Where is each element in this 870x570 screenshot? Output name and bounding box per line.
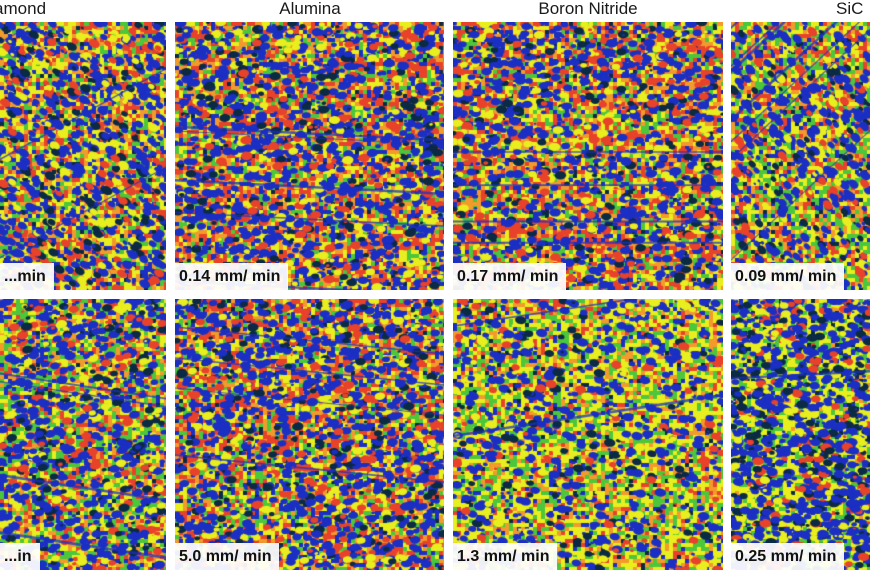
surface-map — [175, 22, 444, 290]
image-panel-diamond-bottom: ...in — [0, 299, 166, 570]
image-panel-sic-bottom: 0.25 mm/ min — [731, 299, 870, 570]
surface-map — [0, 299, 166, 570]
surface-map — [453, 299, 723, 570]
rate-label: 0.17 mm/ min — [453, 263, 567, 290]
surface-map — [0, 22, 166, 290]
rate-label: 0.09 mm/ min — [731, 263, 845, 290]
column-title-boron-nitride: Boron Nitride — [538, 0, 638, 18]
column-title-sic: SiC — [836, 0, 864, 18]
rate-label: 1.3 mm/ min — [453, 543, 558, 570]
rate-label: 5.0 mm/ min — [175, 543, 280, 570]
column-title-alumina: Alumina — [279, 0, 341, 18]
rate-label: ...in — [0, 543, 40, 570]
image-panel-boron-nitride-top: 0.17 mm/ min — [453, 22, 723, 290]
rate-label: 0.25 mm/ min — [731, 543, 845, 570]
rate-label: 0.14 mm/ min — [175, 263, 289, 290]
column-title-diamond: Diamond — [0, 0, 47, 18]
surface-map — [453, 22, 723, 290]
image-panel-alumina-bottom: 5.0 mm/ min — [175, 299, 444, 570]
image-panel-alumina-top: 0.14 mm/ min — [175, 22, 444, 290]
image-panel-boron-nitride-bottom: 1.3 mm/ min — [453, 299, 723, 570]
surface-map — [731, 22, 870, 290]
surface-map — [175, 299, 444, 570]
surface-map — [731, 299, 870, 570]
image-panel-sic-top: 0.09 mm/ min — [731, 22, 870, 290]
image-panel-diamond-top: ...min — [0, 22, 166, 290]
rate-label: ...min — [0, 263, 54, 290]
